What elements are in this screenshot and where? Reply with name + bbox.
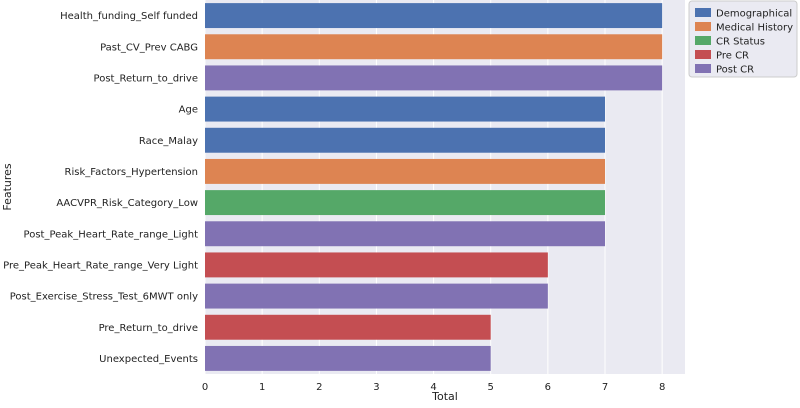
- bar: [205, 34, 663, 60]
- bar: [205, 283, 548, 309]
- category-label: Post_Exercise_Stress_Test_6MWT only: [10, 292, 198, 303]
- bar: [205, 3, 663, 29]
- category-label: Post_Return_to_drive: [94, 73, 198, 84]
- bar: [205, 96, 605, 122]
- legend-label: Medical History: [716, 23, 793, 34]
- x-tick-label: 7: [602, 382, 608, 393]
- bar: [205, 127, 605, 153]
- bar: [205, 345, 491, 371]
- x-tick-label: 4: [430, 382, 436, 393]
- bars: [205, 3, 663, 371]
- gridlines: [204, 0, 663, 374]
- x-tick-label: 1: [259, 382, 265, 393]
- bar: [205, 221, 605, 247]
- legend-swatch: [695, 64, 711, 73]
- legend: Demographical Medical History CR Status Pre…: [688, 0, 798, 78]
- category-label: Past_CV_Prev CABG: [100, 42, 198, 53]
- legend-label: Post CR: [716, 65, 754, 76]
- category-label: Unexpected_Events: [99, 354, 198, 365]
- category-label: Pre_Peak_Heart_Rate_range_Very Light: [3, 260, 198, 271]
- bar: [205, 158, 605, 184]
- x-tick-label: 5: [488, 382, 494, 393]
- legend-swatch: [695, 36, 711, 45]
- legend-label: Demographical: [716, 9, 792, 20]
- x-axis-title: Total: [431, 390, 458, 403]
- x-tick-labels: 0 1 2 3 4 5 6 7 8: [202, 382, 666, 393]
- bar: [205, 314, 491, 340]
- bar: [205, 190, 605, 216]
- category-label: Race_Malay: [139, 136, 198, 147]
- x-tick-label: 2: [316, 382, 322, 393]
- y-axis-title: Features: [1, 163, 14, 211]
- legend-items: Demographical Medical History CR Status Pre…: [695, 8, 793, 76]
- x-tick-label: 8: [659, 382, 665, 393]
- x-tick-label: 0: [202, 382, 208, 393]
- bar: [205, 65, 663, 91]
- category-label: Post_Peak_Heart_Rate_range_Light: [24, 229, 199, 240]
- legend-swatch: [695, 22, 711, 31]
- legend-swatch: [695, 50, 711, 59]
- legend-label: Pre CR: [716, 51, 749, 62]
- category-label: AACVPR_Risk_Category_Low: [56, 198, 198, 209]
- category-label: Pre_Return_to_drive: [99, 323, 198, 334]
- bar: [205, 252, 548, 278]
- legend-label: CR Status: [716, 37, 765, 48]
- category-label: Risk_Factors_Hypertension: [65, 167, 198, 178]
- category-labels: Health_funding_Self funded Past_CV_Prev C…: [3, 11, 198, 365]
- legend-swatch: [695, 8, 711, 17]
- category-label: Health_funding_Self funded: [60, 11, 198, 22]
- legend-box: [688, 0, 798, 78]
- x-tick-label: 6: [545, 382, 551, 393]
- category-label: Age: [179, 105, 198, 116]
- x-tick-label: 3: [373, 382, 379, 393]
